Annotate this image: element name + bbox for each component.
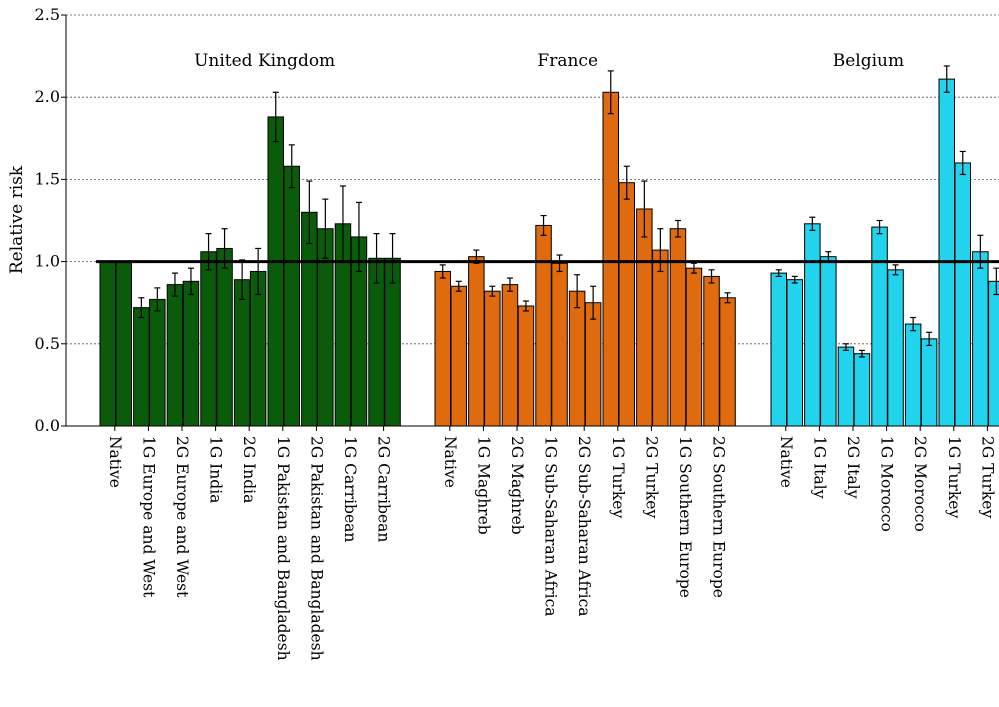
bar xyxy=(853,353,871,427)
bar xyxy=(837,346,855,427)
x-category-label: 1G Morocco xyxy=(878,436,896,532)
y-tick-label: 0.0 xyxy=(35,416,60,435)
bar xyxy=(434,270,451,427)
bar xyxy=(988,280,999,427)
y-tick-label: 2.5 xyxy=(35,5,60,24)
bars xyxy=(99,65,999,427)
bar xyxy=(804,223,821,427)
bar xyxy=(920,338,938,427)
bar xyxy=(669,228,687,427)
x-category-label: Native xyxy=(441,436,459,488)
bar xyxy=(216,247,233,427)
x-category-label: 2G India xyxy=(240,436,258,503)
x-category-label: 1G Pakistan and Bangladesh xyxy=(274,436,292,661)
bar xyxy=(283,165,300,427)
x-category-label: 1G Europe and West xyxy=(139,436,157,598)
bar xyxy=(618,182,635,427)
bar xyxy=(484,290,501,427)
x-category-label: 2G Sub-Saharan Africa xyxy=(575,436,593,617)
bar xyxy=(551,262,568,427)
bar xyxy=(584,302,602,427)
bar xyxy=(685,267,703,427)
x-category-label: 1G Southern Europe xyxy=(676,436,694,598)
x-category-label: 1G Carribean xyxy=(341,436,359,542)
bar xyxy=(182,280,200,427)
bar xyxy=(99,261,116,427)
x-category-label: 2G Turkey xyxy=(642,436,660,518)
x-category-label: 2G Italy xyxy=(844,436,862,499)
bar xyxy=(115,261,132,427)
x-category-label: 2G Carribean xyxy=(375,436,393,542)
y-axis-title: Relative risk xyxy=(7,165,27,274)
bar xyxy=(602,91,619,427)
x-category-label: 1G India xyxy=(207,436,225,503)
group-label: Belgium xyxy=(833,51,904,71)
bar xyxy=(820,256,837,427)
x-category-label: Native xyxy=(106,436,124,488)
bar xyxy=(972,251,989,427)
bar xyxy=(703,275,720,427)
bar xyxy=(535,224,552,427)
group-label: France xyxy=(537,51,598,71)
x-category-label: 2G Morocco xyxy=(911,436,929,532)
x-category-label: 1G Turkey xyxy=(945,436,963,518)
bar xyxy=(133,307,150,427)
x-category-label: Native xyxy=(777,436,795,488)
bar xyxy=(871,226,888,427)
x-category-label: 1G Sub-Saharan Africa xyxy=(542,436,560,617)
bar xyxy=(786,279,803,427)
x-category-label: 2G Pakistan and Bangladesh xyxy=(307,436,325,661)
bar xyxy=(938,78,955,427)
group-label: United Kingdom xyxy=(194,51,335,71)
bar xyxy=(149,298,166,427)
x-category-label: 2G Europe and West xyxy=(173,436,191,598)
bar xyxy=(954,162,971,427)
bar xyxy=(887,269,904,427)
bar xyxy=(636,208,653,427)
y-tick-label: 1.0 xyxy=(35,252,60,271)
bar xyxy=(301,211,318,427)
y-axis: 0.0 0.5 1.0 1.5 2.0 2.5 xyxy=(35,5,999,435)
x-category-label: 1G Maghreb xyxy=(474,436,492,535)
bar xyxy=(652,249,669,427)
x-category-label: 1G Italy xyxy=(810,436,828,499)
bar xyxy=(770,272,787,427)
x-category-label: 2G Maghreb xyxy=(508,436,526,535)
bar xyxy=(904,323,922,427)
bar xyxy=(450,285,467,427)
category-labels: Native 1G Europe and West 2G Europe and We… xyxy=(106,426,996,661)
bar xyxy=(233,279,251,427)
group-labels: United Kingdom France Belgium xyxy=(194,51,904,71)
y-tick-label: 0.5 xyxy=(35,334,60,353)
bar xyxy=(267,116,284,427)
bar xyxy=(166,284,184,427)
bar xyxy=(517,305,535,427)
x-category-label: 2G Turkey xyxy=(978,436,996,518)
bar xyxy=(719,297,736,427)
bar xyxy=(468,256,485,427)
bar xyxy=(568,290,586,427)
x-category-label: 1G Turkey xyxy=(609,436,627,518)
bar xyxy=(501,284,519,427)
y-tick-label: 1.5 xyxy=(35,169,60,188)
y-tick-label: 2.0 xyxy=(35,87,60,106)
x-category-label: 2G Southern Europe xyxy=(710,436,728,598)
bar xyxy=(200,251,217,427)
